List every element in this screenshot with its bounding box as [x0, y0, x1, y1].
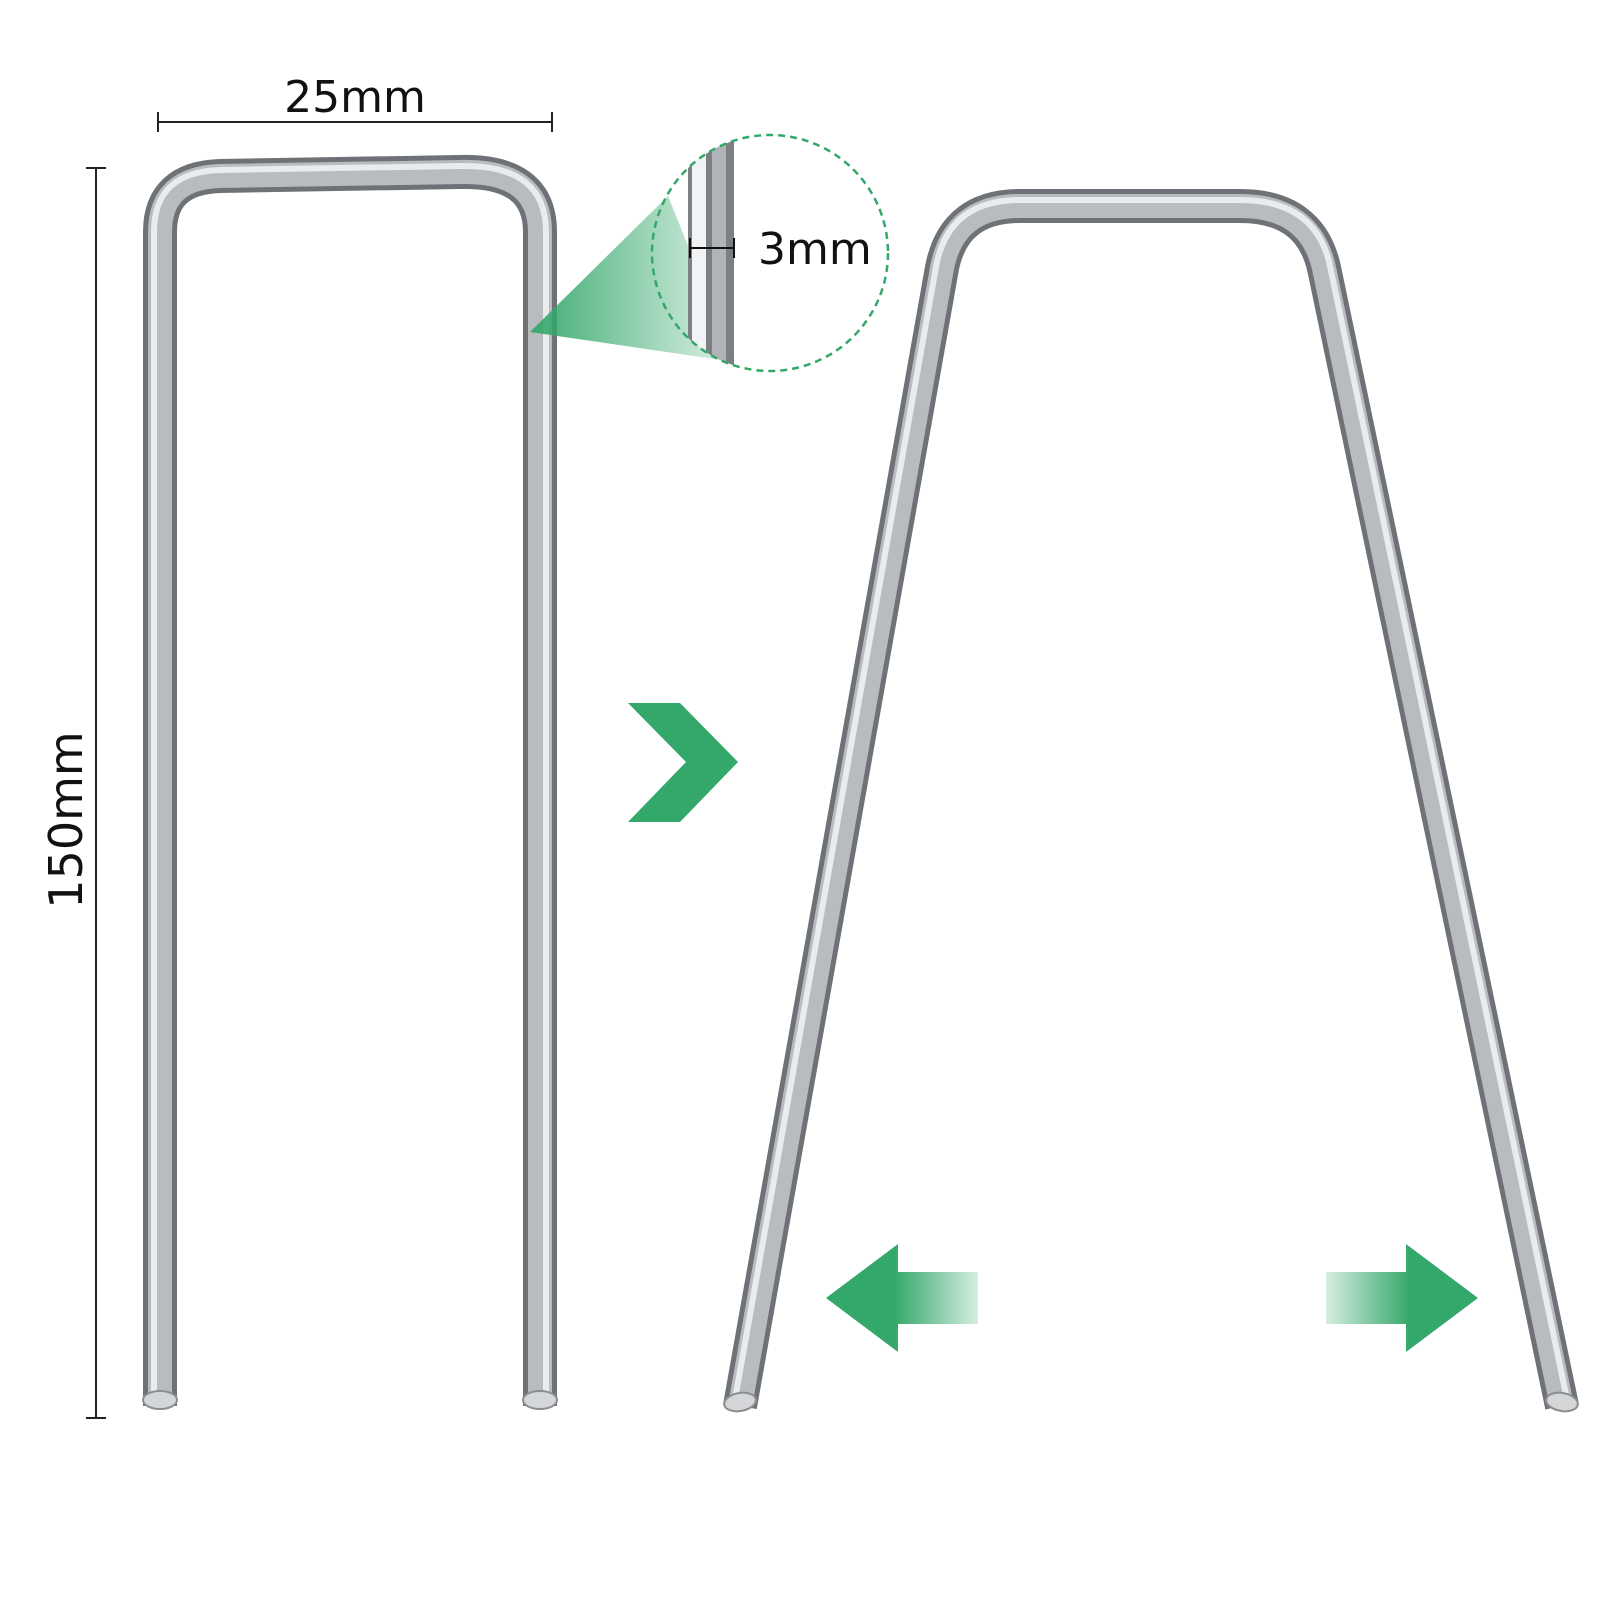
callout-cone	[530, 196, 735, 362]
splayed-staple	[723, 189, 1579, 1413]
u-staple-tip-right	[522, 1390, 558, 1410]
width-dimension: 25mm	[157, 72, 553, 132]
width-label: 25mm	[284, 72, 426, 123]
arrow-right-icon	[1326, 1244, 1478, 1352]
u-staple-straight	[142, 154, 558, 1410]
wire-diameter-callout: 3mm	[530, 133, 890, 373]
chevron-right-icon	[628, 703, 738, 822]
splayed-staple-tip-right	[1545, 1391, 1579, 1413]
height-label: 150mm	[39, 731, 93, 908]
height-dimension: 150mm	[39, 167, 106, 1419]
u-staple-tip-left	[142, 1390, 178, 1410]
diameter-label: 3mm	[758, 224, 872, 275]
splayed-staple-tip-left	[723, 1391, 757, 1413]
zoomed-wire	[688, 135, 734, 371]
arrow-left-icon	[826, 1244, 978, 1352]
zoom-circle	[650, 133, 890, 373]
